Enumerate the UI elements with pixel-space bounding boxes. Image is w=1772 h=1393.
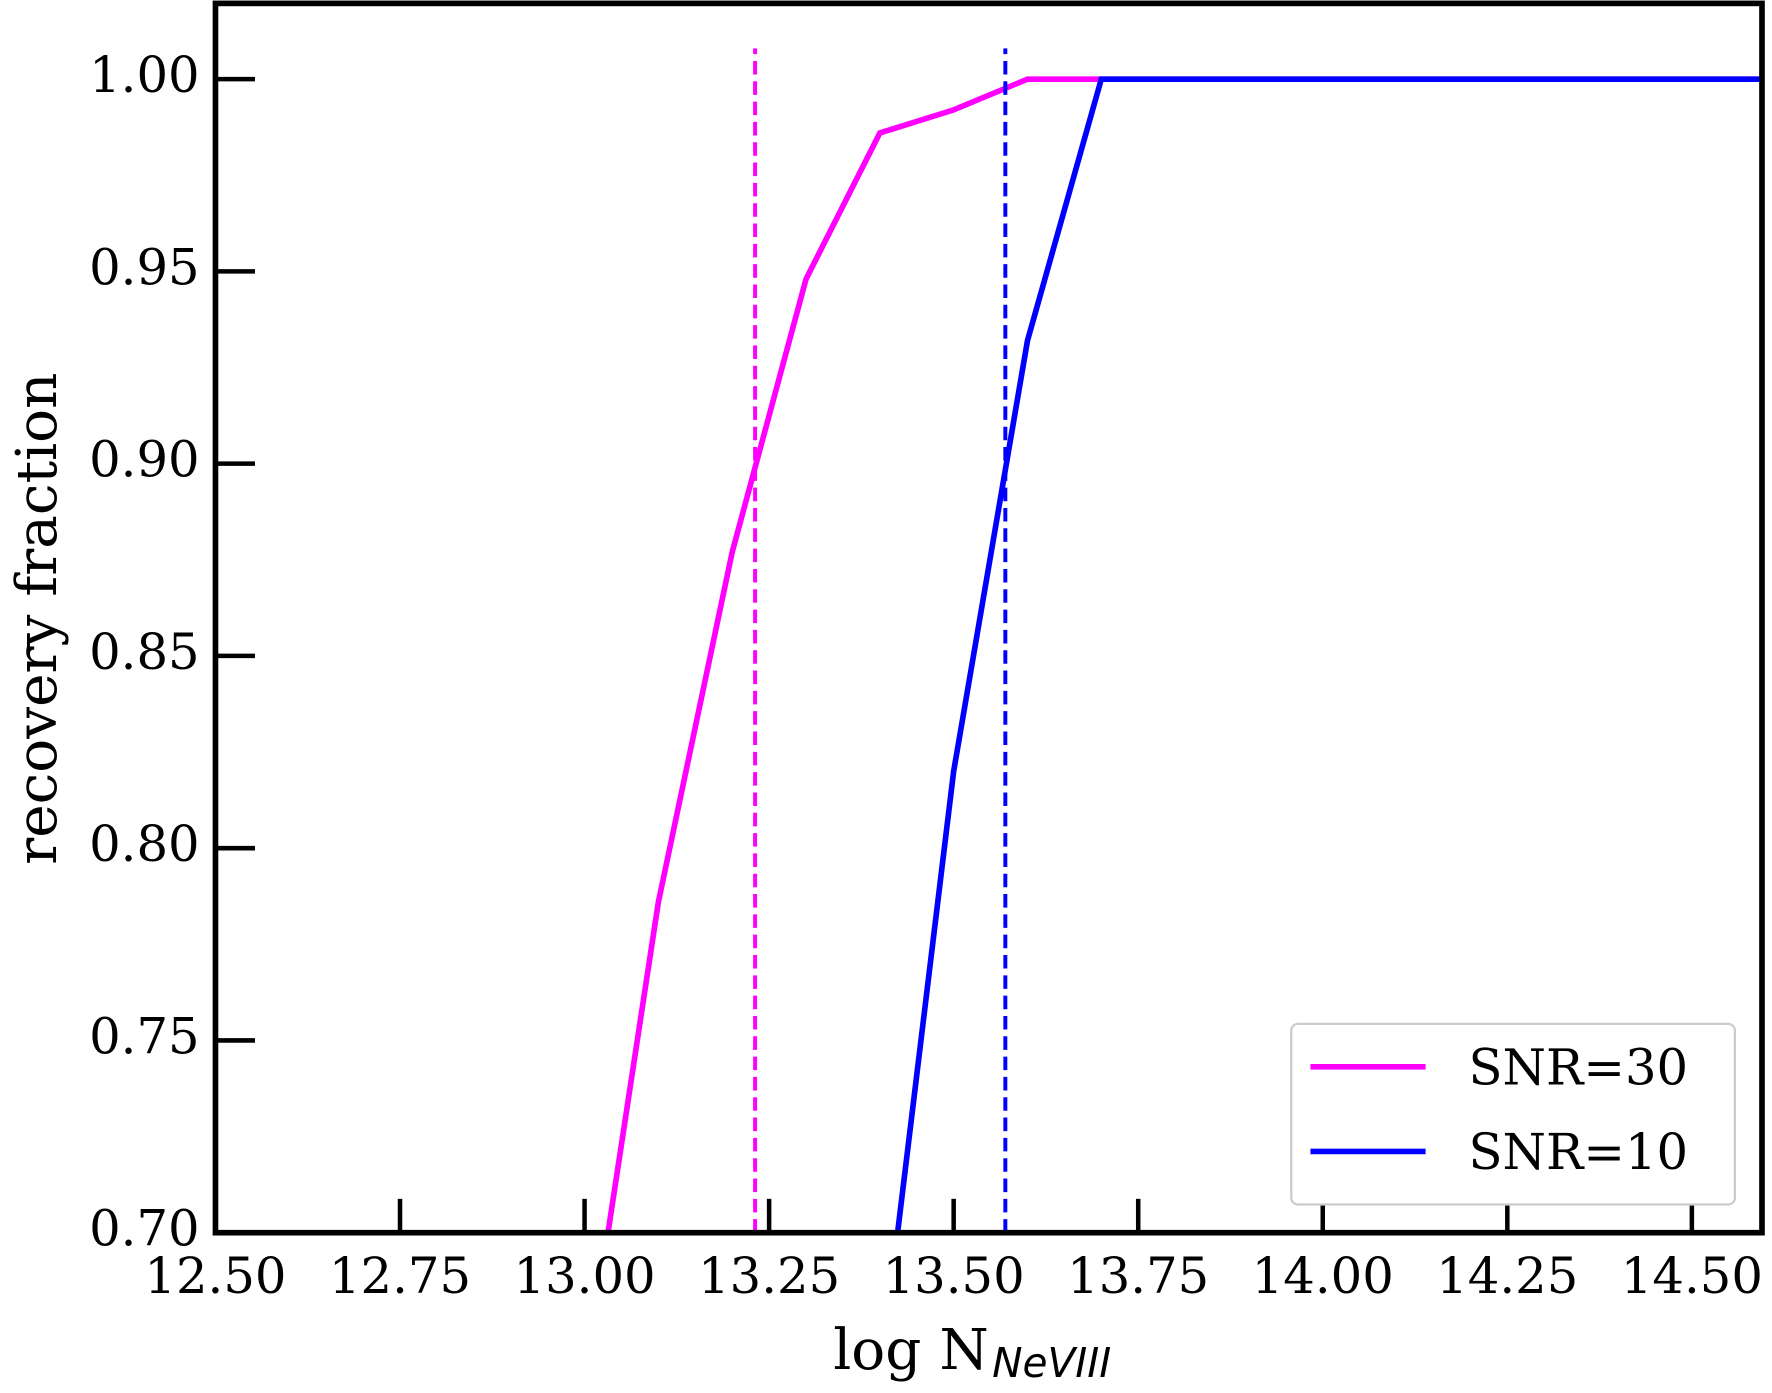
legend-label: SNR=10 xyxy=(1468,1123,1688,1181)
x-tick-label: 12.50 xyxy=(144,1247,286,1305)
x-tick-label: 13.75 xyxy=(1067,1247,1209,1305)
x-tick-label: 13.00 xyxy=(513,1247,655,1305)
x-axis-label: log N xyxy=(833,1318,988,1383)
y-tick-label: 0.80 xyxy=(89,815,200,873)
x-tick-label: 13.25 xyxy=(698,1247,840,1305)
legend-label: SNR=30 xyxy=(1468,1038,1688,1096)
y-tick-label: 1.00 xyxy=(89,46,200,104)
x-axis-label-subscript: NeVIII xyxy=(992,1339,1111,1387)
x-tick-label: 14.50 xyxy=(1621,1247,1763,1305)
x-tick-label: 14.00 xyxy=(1252,1247,1394,1305)
series-line xyxy=(894,76,1762,1233)
y-tick-label: 0.70 xyxy=(89,1200,200,1258)
y-tick-label: 0.90 xyxy=(89,431,200,489)
plot-area xyxy=(605,76,1762,1233)
y-tick-label: 0.85 xyxy=(89,623,200,681)
legend: SNR=30 SNR=10 xyxy=(1290,1022,1737,1206)
x-tick-label: 12.75 xyxy=(329,1247,471,1305)
y-axis-label: recovery fraction xyxy=(5,372,70,864)
x-tick-label: 14.25 xyxy=(1436,1247,1578,1305)
y-tick-label: 0.75 xyxy=(89,1007,200,1065)
y-tick-label: 0.95 xyxy=(89,238,200,296)
x-tick-label: 13.50 xyxy=(883,1247,1025,1305)
plot-frame xyxy=(212,0,1765,1236)
